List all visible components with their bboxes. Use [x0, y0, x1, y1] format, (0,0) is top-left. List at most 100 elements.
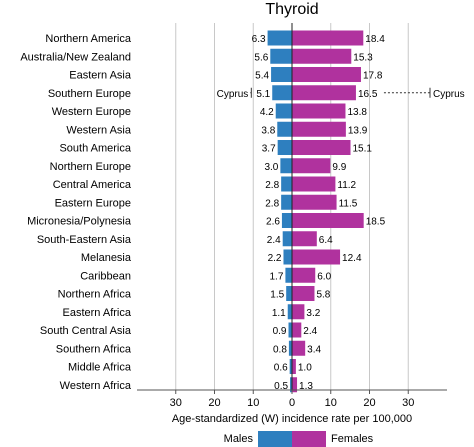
value-label-males-eastern-europe: 2.8	[265, 198, 279, 209]
bar-males-northern-africa	[286, 286, 292, 301]
bar-males-micronesia-polynesia	[281, 213, 292, 228]
chart-title: Thyroid	[265, 1, 318, 18]
value-label-females-central-america: 11.2	[337, 180, 356, 191]
value-label-males-micronesia-polynesia: 2.6	[266, 217, 280, 228]
category-label-eastern-asia: Eastern Asia	[69, 70, 132, 82]
x-tick-label: 10	[247, 397, 259, 409]
value-label-females-southern-africa: 3.4	[307, 344, 321, 355]
value-label-females-northern-africa: 5.8	[316, 290, 330, 301]
bar-females-western-europe	[292, 103, 346, 119]
bar-males-western-asia	[277, 121, 292, 137]
bar-females-western-africa	[292, 377, 298, 393]
category-label-micronesia-polynesia: Micronesia/Polynesia	[27, 216, 132, 228]
value-label-females-south-america: 15.1	[353, 144, 373, 155]
x-tick-label: 20	[208, 397, 220, 409]
category-label-caribbean: Caribbean	[80, 270, 131, 282]
bar-males-caribbean	[285, 267, 292, 283]
bar-females-eastern-africa	[292, 304, 305, 320]
category-label-south-central-asia: South Central Asia	[40, 325, 132, 337]
bar-females-middle-africa	[292, 359, 296, 374]
category-label-south-eastern-asia: South-Eastern Asia	[37, 234, 132, 246]
bar-males-western-africa	[290, 377, 292, 393]
bar-males-southern-africa	[288, 340, 292, 356]
value-label-females-northern-america: 18.4	[365, 34, 385, 45]
value-label-males-caribbean: 1.7	[270, 271, 284, 282]
bar-males-northern-america	[267, 30, 292, 46]
x-tick-label: 0	[289, 397, 295, 409]
value-label-females-australia-new-zealand: 15.3	[353, 52, 373, 63]
bar-males-melanesia	[283, 249, 292, 265]
annotations: Cyprus Cyprus	[217, 87, 465, 100]
bar-females-southern-africa	[292, 340, 306, 356]
bar-males-eastern-europe	[281, 194, 292, 210]
bar-females-micronesia-polynesia	[292, 213, 364, 228]
value-label-males-eastern-africa: 1.1	[272, 308, 286, 319]
value-label-males-western-asia: 3.8	[261, 125, 275, 136]
value-label-males-northern-africa: 1.5	[270, 290, 284, 301]
x-axis: 30 20 10 0 10 20 30	[137, 23, 447, 409]
annotation-label-females: Cyprus	[433, 89, 465, 100]
bar-females-northern-africa	[292, 286, 315, 301]
value-label-males-melanesia: 2.2	[268, 253, 282, 264]
x-axis-title: Age-standardized (W) incidence rate per …	[172, 413, 412, 425]
bar-males-central-america	[281, 176, 292, 192]
category-label-western-africa: Western Africa	[60, 380, 132, 392]
value-label-males-northern-europe: 3.0	[264, 162, 278, 173]
bar-females-northern-europe	[292, 158, 331, 174]
value-label-females-melanesia: 12.4	[342, 253, 362, 264]
value-label-males-middle-africa: 0.6	[274, 363, 288, 374]
bar-females-southern-europe	[292, 85, 356, 101]
legend-swatch-females	[292, 431, 326, 447]
value-label-females-south-central-asia: 2.4	[303, 326, 317, 337]
bar-males-southern-europe	[272, 85, 292, 101]
category-labels: Northern America Australia/New Zealand Eas…	[20, 33, 132, 392]
value-label-females-eastern-africa: 3.2	[306, 308, 320, 319]
category-label-northern-africa: Northern Africa	[58, 289, 132, 301]
bar-females-eastern-asia	[292, 67, 361, 82]
bar-females-south-central-asia	[292, 322, 302, 338]
bar-males-south-central-asia	[288, 322, 292, 338]
legend: Males Females	[224, 431, 374, 447]
bar-females-south-america	[292, 140, 351, 155]
bar-males-south-america	[277, 140, 292, 155]
legend-label-females: Females	[331, 433, 374, 445]
category-label-middle-africa: Middle Africa	[68, 362, 132, 374]
value-label-males-southern-africa: 0.8	[273, 344, 287, 355]
bar-females-caribbean	[292, 267, 316, 283]
bar-males-australia-new-zealand	[270, 48, 292, 64]
category-label-eastern-africa: Eastern Africa	[63, 307, 132, 319]
value-label-females-micronesia-polynesia: 18.5	[366, 217, 386, 228]
bar-females-melanesia	[292, 249, 341, 265]
value-label-males-western-africa: 0.5	[274, 381, 288, 392]
legend-swatch-males	[258, 431, 292, 447]
x-tick-label: 10	[325, 397, 337, 409]
value-label-males-south-central-asia: 0.9	[273, 326, 287, 337]
bar-females-eastern-europe	[292, 194, 337, 210]
bar-females-central-america	[292, 176, 336, 192]
value-label-females-eastern-asia: 17.8	[363, 71, 383, 82]
legend-label-males: Males	[224, 433, 254, 445]
category-label-northern-america: Northern America	[45, 33, 131, 45]
value-label-males-australia-new-zealand: 5.6	[254, 52, 268, 63]
category-label-australia-new-zealand: Australia/New Zealand	[20, 51, 131, 63]
bar-males-middle-africa	[289, 359, 292, 374]
value-label-females-eastern-europe: 11.5	[339, 198, 358, 209]
category-label-central-america: Central America	[53, 179, 132, 191]
value-label-males-central-america: 2.8	[265, 180, 279, 191]
value-label-males-western-europe: 4.2	[260, 107, 274, 118]
bar-males-south-eastern-asia	[282, 231, 292, 247]
grid-lines	[175, 23, 409, 390]
value-label-males-south-eastern-asia: 2.4	[267, 235, 281, 246]
bar-females-northern-america	[292, 30, 364, 46]
category-label-southern-europe: Southern Europe	[48, 88, 131, 100]
bar-females-south-eastern-asia	[292, 231, 317, 247]
category-label-eastern-europe: Eastern Europe	[55, 197, 131, 209]
value-label-males-southern-europe: 5.1	[256, 89, 270, 100]
value-label-females-western-asia: 13.9	[348, 125, 368, 136]
value-label-females-southern-europe: 16.5	[358, 89, 378, 100]
x-tick-label: 30	[402, 397, 414, 409]
bar-males-northern-europe	[280, 158, 292, 174]
value-label-females-western-europe: 13.8	[347, 107, 367, 118]
bar-males-eastern-asia	[271, 67, 292, 82]
